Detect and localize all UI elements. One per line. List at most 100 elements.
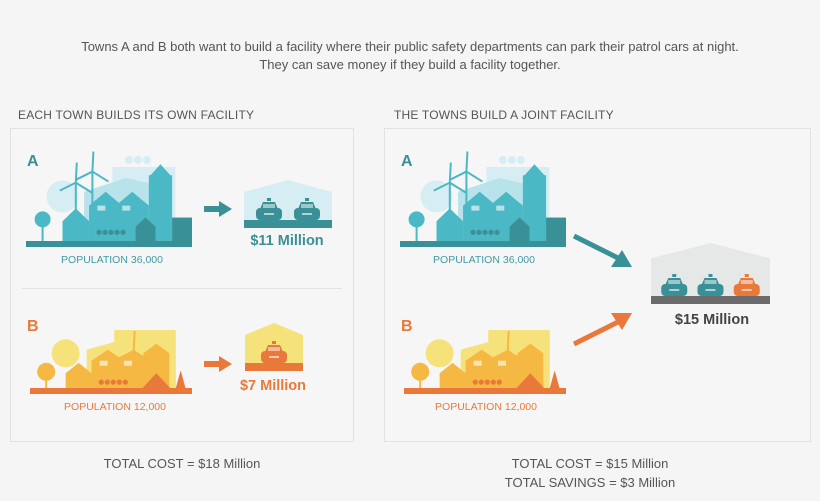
- turbine-blades: [433, 162, 467, 194]
- patrol-car-icon-grille: [264, 213, 274, 215]
- patrol-car-icon-grille: [741, 289, 752, 291]
- arrow-right-icon: [204, 356, 232, 372]
- window: [473, 360, 482, 366]
- patrol-car-icon-siren: [267, 198, 271, 201]
- patrol-car-icon-grille: [269, 356, 279, 358]
- town-b-cost: $7 Million: [239, 378, 307, 394]
- arrow-b-to-joint-icon: [572, 313, 632, 347]
- window: [496, 205, 505, 211]
- hedge-dot: [470, 229, 476, 235]
- small-house: [509, 217, 530, 247]
- left-heading: EACH TOWN BUILDS ITS OWN FACILITY: [18, 108, 255, 122]
- garage-a-icon: [244, 180, 332, 228]
- water-tower-dot: [507, 156, 516, 164]
- patrol-car-icon-window: [301, 204, 313, 208]
- hedge-dot: [120, 229, 126, 235]
- garage-floor: [651, 296, 770, 304]
- hedge-dot: [490, 379, 496, 385]
- turbine-tower: [74, 182, 77, 247]
- right-heading: THE TOWNS BUILD A JOINT FACILITY: [394, 108, 614, 122]
- patrol-car-icon-siren: [272, 341, 276, 344]
- patrol-car-icon-window: [740, 280, 753, 284]
- small-house: [135, 217, 156, 247]
- hedge-dot: [478, 379, 484, 385]
- patrol-car-icon-siren: [708, 274, 713, 277]
- background-tree: [425, 339, 454, 368]
- tower-roof: [148, 164, 173, 178]
- hedge-dot: [494, 229, 500, 235]
- turbine-blades: [59, 162, 93, 194]
- house: [65, 362, 92, 394]
- divider: [22, 288, 342, 289]
- patrol-car-icon-siren: [744, 274, 749, 277]
- garage-floor: [244, 220, 332, 228]
- turbine-tower: [465, 171, 468, 247]
- tree: [34, 211, 51, 228]
- patrol-car-icon-grille: [302, 213, 312, 215]
- tree-trunk: [41, 219, 44, 247]
- joint-town-a-population: POPULATION 36,000: [433, 254, 535, 266]
- ground: [400, 241, 566, 247]
- background-tree: [420, 180, 453, 213]
- hedge-dot: [104, 379, 110, 385]
- patrol-car-icon-grille: [705, 289, 716, 291]
- patrol-car-icon-window: [704, 280, 717, 284]
- hedge-dot: [484, 379, 490, 385]
- town-a-illustration: [26, 151, 192, 247]
- ground: [404, 388, 566, 394]
- hedge-dot: [472, 379, 478, 385]
- joint-town-a-illustration: [400, 151, 566, 247]
- town-b-illustration: [30, 330, 192, 394]
- tree: [411, 362, 430, 381]
- arrow-head: [219, 356, 232, 372]
- joint-cost: $15 Million: [674, 312, 750, 328]
- right-total-cost: TOTAL COST = $15 Million: [511, 456, 669, 471]
- hedge-dot: [482, 229, 488, 235]
- town-a-letter: A: [27, 153, 39, 170]
- arrow-head: [219, 201, 232, 217]
- arrow-shaft: [204, 361, 220, 367]
- turbine-tower: [506, 351, 509, 394]
- joint-town-b-population: POPULATION 12,000: [435, 401, 537, 413]
- tree: [37, 362, 56, 381]
- tree-trunk: [45, 371, 48, 394]
- arrow-shaft: [204, 206, 220, 212]
- block-building: [172, 217, 192, 247]
- block-building: [546, 217, 566, 247]
- patrol-car-icon-window: [263, 204, 275, 208]
- water-tower-dot: [142, 156, 151, 164]
- hedge-dot: [102, 229, 108, 235]
- hedge-dot: [110, 379, 116, 385]
- hedge-dot: [98, 379, 104, 385]
- joint-town-b-illustration: [404, 330, 566, 394]
- water-tower-dot: [133, 156, 142, 164]
- town-b-letter: B: [27, 318, 39, 335]
- turbine-tower: [91, 171, 94, 247]
- patrol-car-icon-window: [268, 347, 280, 351]
- window: [471, 205, 480, 211]
- garage-floor: [245, 363, 303, 371]
- town-b-population: POPULATION 12,000: [64, 401, 166, 413]
- background-tree: [51, 339, 80, 368]
- patrol-car-icon-siren: [672, 274, 677, 277]
- tower-roof: [522, 164, 547, 178]
- patrol-car-icon-grille: [669, 289, 680, 291]
- right-total-savings: TOTAL SAVINGS = $3 Million: [504, 475, 676, 490]
- arrow-a-to-joint-icon: [572, 233, 632, 267]
- hedge-dot: [108, 229, 114, 235]
- turbine-tower: [132, 351, 135, 394]
- town-a-population: POPULATION 36,000: [61, 254, 163, 266]
- patrol-car-icon-siren: [305, 198, 309, 201]
- turbine-tower: [448, 182, 451, 247]
- ground: [30, 388, 192, 394]
- hedge-dot: [488, 229, 494, 235]
- joint-town-a-letter: A: [401, 153, 413, 170]
- intro-line-2: They can save money if they build a faci…: [259, 57, 561, 72]
- arrow-right-icon: [204, 201, 232, 217]
- background-tree: [46, 180, 79, 213]
- hedge-dot: [116, 379, 122, 385]
- window: [97, 205, 106, 211]
- tree-trunk: [419, 371, 422, 394]
- ground: [26, 241, 192, 247]
- garage-b-icon: [245, 323, 303, 371]
